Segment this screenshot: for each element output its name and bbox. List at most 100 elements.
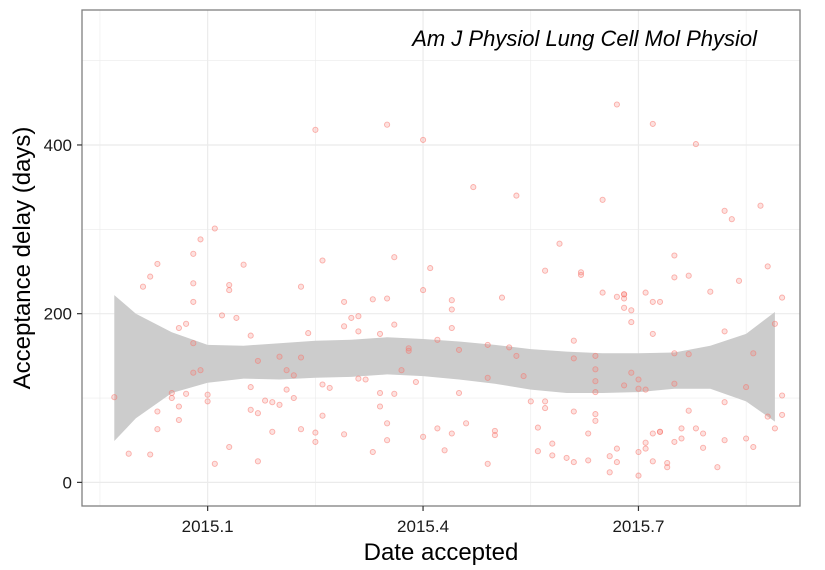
data-point bbox=[628, 307, 635, 314]
data-point bbox=[764, 263, 771, 270]
data-point bbox=[757, 202, 764, 209]
data-point bbox=[728, 216, 735, 223]
data-point bbox=[556, 240, 563, 247]
data-point bbox=[656, 428, 664, 435]
data-point bbox=[376, 403, 384, 410]
data-point bbox=[484, 460, 491, 467]
data-point bbox=[542, 398, 549, 405]
data-point bbox=[269, 428, 276, 435]
data-point bbox=[183, 390, 190, 397]
data-point bbox=[671, 350, 678, 357]
data-point bbox=[125, 450, 132, 457]
data-point bbox=[563, 454, 570, 461]
data-point bbox=[735, 277, 743, 284]
data-point bbox=[412, 378, 419, 386]
data-point bbox=[671, 252, 678, 259]
data-point bbox=[233, 314, 240, 321]
data-point bbox=[649, 298, 656, 305]
data-point bbox=[240, 261, 247, 268]
data-point bbox=[714, 464, 721, 471]
data-point bbox=[384, 437, 391, 444]
data-point bbox=[671, 274, 678, 281]
data-point bbox=[247, 384, 254, 391]
data-point bbox=[175, 416, 182, 424]
smooth-band-layer bbox=[114, 295, 775, 441]
data-point bbox=[534, 424, 541, 431]
data-point bbox=[341, 298, 348, 305]
data-point bbox=[190, 369, 197, 376]
data-point bbox=[254, 410, 261, 417]
data-point bbox=[592, 389, 599, 396]
data-point bbox=[190, 298, 197, 305]
data-point bbox=[290, 372, 297, 379]
data-point bbox=[642, 386, 649, 393]
grid bbox=[82, 10, 800, 506]
data-point bbox=[190, 340, 197, 347]
data-point bbox=[599, 289, 606, 296]
data-point bbox=[290, 394, 297, 402]
data-point bbox=[376, 330, 384, 337]
data-point bbox=[721, 437, 728, 444]
data-point bbox=[635, 376, 642, 383]
data-point bbox=[621, 295, 628, 302]
data-point bbox=[276, 353, 283, 360]
data-point bbox=[204, 391, 211, 398]
data-point bbox=[771, 425, 778, 432]
data-point bbox=[570, 337, 577, 344]
data-point bbox=[549, 452, 556, 459]
data-point bbox=[592, 352, 599, 359]
data-point bbox=[226, 287, 233, 294]
data-point bbox=[649, 430, 656, 437]
data-point bbox=[700, 430, 707, 437]
data-point bbox=[721, 207, 728, 214]
data-point bbox=[218, 312, 226, 319]
x-axis-title: Date accepted bbox=[364, 539, 519, 566]
data-point bbox=[448, 324, 455, 332]
data-point bbox=[484, 341, 491, 348]
data-point bbox=[707, 288, 714, 295]
data-point bbox=[276, 401, 283, 408]
data-point bbox=[319, 412, 326, 419]
data-point bbox=[319, 257, 326, 264]
data-point bbox=[570, 459, 577, 466]
data-point bbox=[247, 406, 254, 413]
x-tick-label: 2015.1 bbox=[182, 517, 234, 536]
data-point bbox=[183, 320, 190, 327]
data-point bbox=[283, 386, 290, 393]
data-point bbox=[420, 433, 427, 440]
data-point bbox=[692, 141, 699, 148]
data-point bbox=[427, 265, 434, 272]
data-point bbox=[542, 405, 549, 412]
data-point bbox=[434, 425, 441, 432]
data-point bbox=[635, 472, 642, 479]
data-point bbox=[750, 350, 757, 357]
data-point bbox=[527, 398, 534, 405]
data-point bbox=[599, 196, 606, 203]
data-point bbox=[455, 346, 463, 353]
data-point bbox=[743, 435, 750, 442]
y-tick-label: 0 bbox=[63, 473, 72, 492]
y-tick-label: 200 bbox=[44, 305, 72, 324]
data-point bbox=[491, 432, 498, 439]
data-point bbox=[204, 398, 211, 405]
data-point bbox=[312, 438, 319, 445]
data-point bbox=[197, 236, 204, 243]
data-point bbox=[319, 381, 326, 388]
data-point bbox=[326, 384, 333, 391]
data-point bbox=[764, 413, 771, 420]
data-point bbox=[297, 426, 305, 433]
confidence-band bbox=[114, 295, 775, 441]
data-point bbox=[448, 297, 455, 304]
data-point bbox=[685, 407, 692, 414]
data-point bbox=[628, 369, 635, 376]
data-point bbox=[642, 439, 649, 446]
data-point bbox=[570, 408, 577, 415]
data-point bbox=[455, 389, 463, 397]
data-point bbox=[376, 389, 384, 397]
data-point bbox=[649, 458, 656, 465]
data-point bbox=[491, 427, 498, 434]
data-point bbox=[384, 295, 391, 302]
data-point bbox=[147, 273, 154, 280]
data-point bbox=[570, 355, 577, 362]
